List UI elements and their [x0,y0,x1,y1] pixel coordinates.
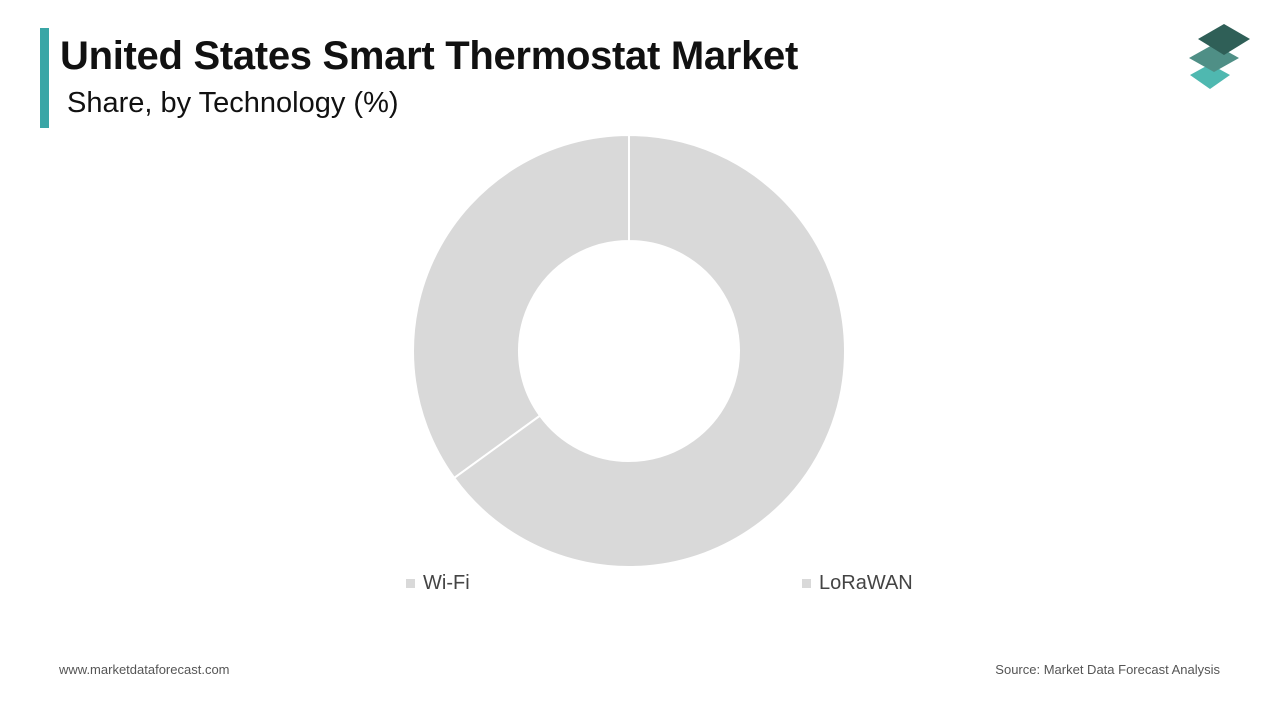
logo-layer-bottom [1190,64,1230,89]
donut-slices [412,133,846,568]
footer-source: Source: Market Data Forecast Analysis [995,662,1220,677]
legend-label-lorawan: LoRaWAN [819,571,913,594]
logo-layer-top [1198,24,1250,55]
chart-subtitle: Share, by Technology (%) [67,87,399,119]
donut-slice-lorawan[interactable] [452,133,846,568]
stacked-layers-logo-icon [1189,24,1250,89]
legend-swatch-wifi [406,578,415,588]
legend-label-wifi: Wi-Fi [423,571,470,594]
title-accent-bar [40,28,49,128]
footer-website: www.marketdataforecast.com [59,662,230,677]
legend-item-lorawan[interactable]: LoRaWAN [802,570,913,596]
legend-item-wifi[interactable]: Wi-Fi [406,570,470,596]
legend-swatch-lorawan [802,578,811,588]
chart-title: United States Smart Thermostat Market [60,34,798,78]
donut-slice-wi-fi[interactable] [412,133,630,480]
